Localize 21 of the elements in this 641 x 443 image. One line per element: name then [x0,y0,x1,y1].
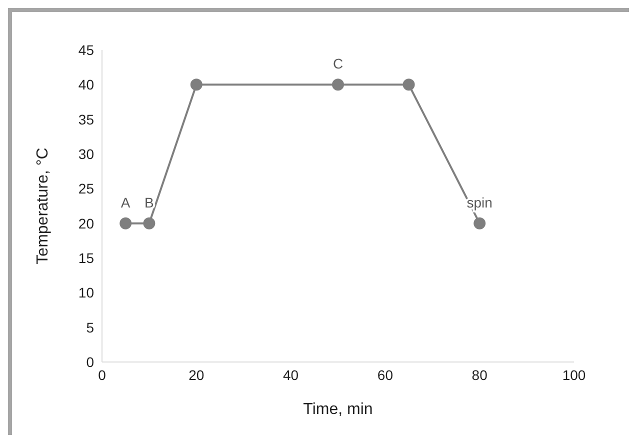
y-tick-label: 5 [86,319,94,336]
x-tick-label: 60 [377,366,394,383]
x-tick-label: 40 [283,366,299,383]
x-tick-label: 80 [472,366,488,383]
y-tick-label: 10 [78,284,94,301]
x-axis-title: Time, min [303,401,373,418]
annotation: C [332,56,344,72]
annotation: B [144,194,154,210]
y-tick-label: 15 [78,250,94,266]
y-tick-label: 25 [78,180,94,197]
x-tick-label: 0 [98,366,106,383]
y-tick-label: 45 [78,42,94,58]
x-tick-label: 20 [188,366,204,383]
y-tick-label: 40 [78,76,94,93]
annotation: A [120,194,131,210]
y-tick-label: 20 [78,215,94,232]
y-tick-label: 35 [78,111,94,128]
x-tick-label: 100 [562,366,586,383]
y-tick-label: 30 [78,146,94,162]
y-tick-label: 0 [86,354,94,370]
y-axis-title: Temperature, °C [34,148,52,264]
